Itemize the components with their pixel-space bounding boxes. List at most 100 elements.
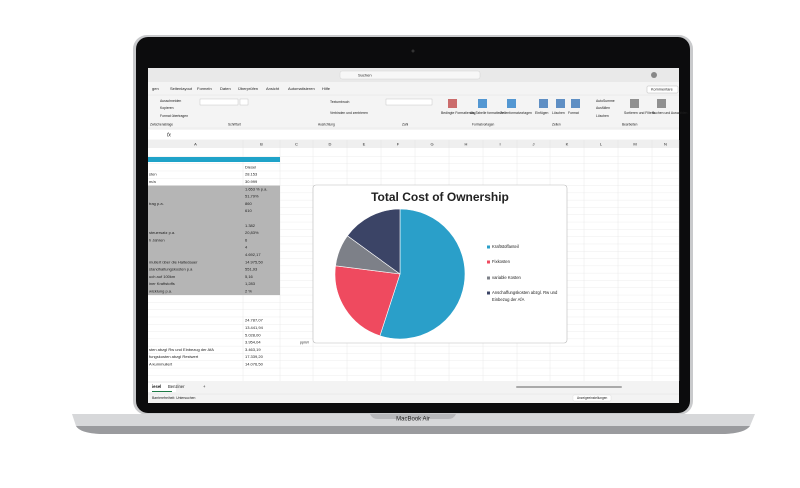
pie-slice [334,265,401,337]
ribbon-group-label: Ausrichtung [318,122,335,126]
ribbon-item[interactable]: Ausschneiden [160,99,181,103]
avatar [651,72,657,78]
column-letter: J [533,141,535,146]
cell-value: 1,283 [245,281,256,286]
ribbon-icon [448,99,457,108]
ribbon-icon [571,99,580,108]
display-settings[interactable] [572,394,612,402]
column-letter: C [295,141,298,146]
ribbon-item[interactable]: AutoSumme [596,99,615,103]
cell-label: iner Kraftstoffs [149,281,175,286]
device-label: MacBook Air [396,417,430,423]
legend-swatch [487,260,490,264]
column-letter: B [260,141,263,146]
cell-value: 1.382 [245,223,256,228]
sheet-tab[interactable]: iesel [152,384,161,389]
sheet-tab[interactable]: Benziner [168,384,185,389]
sheet-tab[interactable]: + [203,384,206,389]
ribbon-icon [539,99,548,108]
pie-slice [346,208,401,275]
ribbon-item[interactable]: Zellenformatvorlagen [500,111,532,115]
active-sheet-tab[interactable] [148,383,176,392]
legend-label: Anschaffungskosten abzgl. Rw und Einbezug… [492,290,558,302]
comments-button[interactable] [646,85,679,94]
dropdown [239,98,249,106]
ribbon-tab[interactable]: gen [152,86,159,91]
column-header [148,140,679,148]
cell-value: 4 [245,245,248,250]
column-letter: D [329,141,332,146]
column-letter: A [194,141,197,146]
cell-value: 28.153 [245,172,258,177]
ribbon-icon [630,99,639,108]
ribbon-icon [556,99,565,108]
ribbon-tab[interactable]: Hilfe [322,86,331,91]
column-letter: G [430,141,433,146]
ribbon-item[interactable]: Verbinden und zentrieren [330,111,368,115]
ribbon-item[interactable]: Ausfüllen [596,106,610,110]
cell-note: ppm/l [300,340,309,344]
legend-swatch [487,276,490,280]
cell-value: Diesel [245,164,256,169]
ribbon-tab[interactable]: Überprüfen [238,86,258,91]
ribbon-group-label: Schriftart [228,122,241,126]
cell-value: 2 % [245,288,252,293]
cell-value: 17.339,20 [245,354,264,359]
ribbon-group-label: Formatvorlagen [472,122,495,126]
ribbon-tab[interactable]: Seitenlayout [170,86,193,91]
ribbon-tab[interactable]: Automatisieren [288,86,315,91]
ribbon-item[interactable]: Löschen [596,114,609,118]
cell-value: 6 [245,237,248,242]
ribbon-tab[interactable]: Ansicht [266,86,280,91]
ribbon-icon [478,99,487,108]
column-letter: F [397,141,400,146]
legend-swatch [487,291,490,295]
ribbon-tab[interactable]: Daten [220,86,231,91]
status-right: Anzeigeeinstellungen [577,396,608,400]
cell-label: uch auf 100km [149,274,176,279]
ribbon-item[interactable]: Einfügen [535,111,548,115]
search-text: Suchen [358,72,372,77]
cell-label: m/a [149,179,156,184]
cell-value: 30.999 [245,179,258,184]
cell-label: h Jahren [149,237,165,242]
dropdown [199,98,239,106]
column-letter: E [363,141,366,146]
cell-label: sten [149,172,157,177]
ribbon [148,82,679,130]
ribbon-icon [657,99,666,108]
ribbon-item[interactable]: Format übertragen [160,114,188,118]
ribbon-item[interactable]: Format [568,111,579,115]
cell-value: 51,79% [245,194,259,199]
cell-value: 5.028,00 [245,332,261,337]
fx: fx [167,132,171,138]
notch [370,414,456,419]
base-edge [76,426,750,434]
ribbon-item[interactable]: Löschen [552,111,565,115]
cell-label: trag p.a. [149,201,164,206]
cell-value: 14.076,50 [245,361,264,366]
ribbon-item[interactable]: Sortieren und Filtern [624,111,655,115]
ribbon-tab[interactable]: Formeln [197,86,212,91]
legend-swatch [487,245,490,249]
ribbon-item[interactable]: Kopieren [160,106,174,110]
ribbon-group-label: Bearbeiten [622,122,638,126]
column-letter: I [499,141,500,146]
column-letter: H [465,141,468,146]
ribbon-item[interactable]: Textumbruch [330,100,350,104]
ribbon-group-label: Zellen [552,122,561,126]
ribbon-item[interactable]: Suchen und Auswählen [652,111,688,115]
cell-value: 4.692,17 [245,252,261,257]
cell-value: 1.653 % p.a. [245,186,267,191]
cell-value: 3.463,19 [245,347,261,352]
ribbon-item[interactable]: Als Tabelle formatieren [470,111,505,115]
cell-label: A kummuliert [149,361,173,366]
search-box[interactable] [339,70,481,80]
cell-value: 24.787,07 [245,318,264,323]
ribbon-item[interactable]: Bedingte Formatierung [441,111,476,115]
cell-value: 551,93 [245,267,258,272]
cells: Diesel sten 28.153 m/a 30.999 1.653 % p.a. 51,… [148,157,309,366]
column-letter: M [633,141,636,146]
cell-label: sten abzgl Rw und Einbezug der AfA [149,347,214,352]
